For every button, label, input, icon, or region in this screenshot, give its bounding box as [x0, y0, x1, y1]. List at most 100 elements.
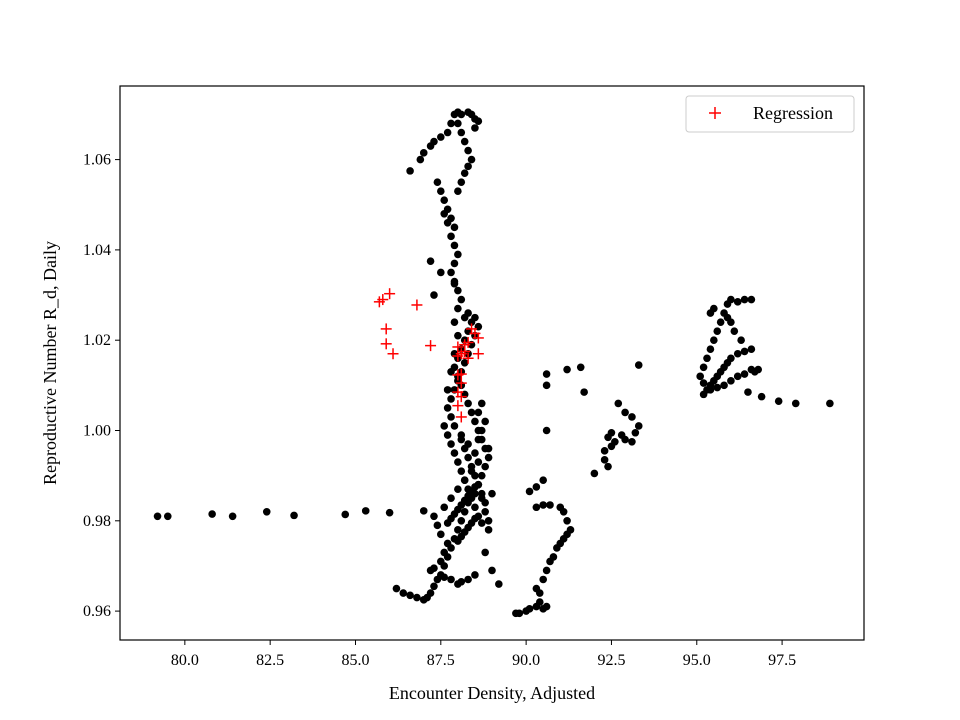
legend: Regression — [685, 95, 855, 133]
data-point — [454, 485, 462, 493]
data-point — [440, 196, 449, 205]
regression-point — [384, 288, 396, 300]
data-point — [460, 476, 469, 484]
data-point — [477, 519, 486, 527]
data-point — [443, 519, 452, 527]
data-point — [720, 381, 728, 390]
data-point — [447, 232, 455, 241]
data-point — [471, 449, 479, 457]
data-point — [457, 178, 466, 186]
data-point — [447, 494, 455, 503]
x-tick-label: 82.5 — [256, 652, 284, 669]
regression-point — [472, 348, 484, 360]
data-point — [464, 399, 472, 408]
data-point — [454, 537, 462, 545]
data-point — [580, 388, 588, 396]
data-point — [430, 582, 438, 591]
data-point — [454, 458, 462, 466]
data-point — [454, 250, 462, 259]
data-point — [727, 377, 735, 385]
data-point — [542, 602, 551, 611]
data-point — [416, 155, 425, 164]
regression-point — [380, 338, 392, 350]
data-point — [440, 209, 449, 218]
data-point — [703, 354, 711, 363]
data-point — [430, 137, 438, 146]
data-point — [542, 566, 551, 575]
data-point — [600, 447, 609, 455]
data-point — [443, 539, 452, 548]
data-point — [208, 510, 216, 518]
data-point — [737, 336, 745, 344]
y-axis-label: Reproductive Number R_d, Daily — [40, 241, 60, 485]
data-point — [566, 526, 575, 534]
data-point — [713, 327, 722, 335]
data-point — [488, 489, 496, 498]
data-point — [539, 501, 547, 509]
x-tick-label: 85.0 — [341, 652, 369, 669]
data-point — [614, 399, 623, 408]
data-point — [723, 313, 732, 322]
data-point — [437, 530, 445, 539]
data-point — [464, 485, 472, 493]
axes-frame — [119, 85, 865, 641]
data-point — [484, 517, 493, 525]
data-point — [484, 526, 493, 534]
data-point — [457, 467, 466, 475]
data-point — [539, 575, 547, 584]
data-point — [228, 512, 237, 521]
data-point — [460, 169, 469, 177]
data-point — [733, 372, 742, 381]
data-point — [515, 609, 524, 618]
data-point — [460, 358, 469, 367]
data-point — [447, 268, 455, 277]
data-point — [484, 444, 493, 453]
data-point — [740, 370, 749, 378]
legend-marker-plus — [709, 107, 721, 119]
regression-point — [425, 340, 437, 352]
data-point — [474, 408, 483, 417]
data-point — [488, 566, 496, 575]
data-point — [440, 573, 449, 582]
data-point — [464, 575, 472, 584]
data-point — [163, 512, 172, 521]
data-point — [406, 591, 414, 600]
data-point — [747, 295, 756, 304]
data-point — [706, 345, 715, 354]
series-regression — [373, 288, 484, 423]
regression-point — [380, 323, 392, 335]
data-point — [467, 494, 476, 503]
data-point — [430, 512, 438, 521]
data-point — [392, 584, 401, 593]
data-point — [716, 318, 725, 326]
data-point — [433, 521, 442, 530]
data-point — [549, 553, 558, 561]
data-point — [419, 149, 428, 157]
data-point — [747, 365, 756, 374]
data-point — [440, 422, 449, 430]
legend-box — [685, 95, 855, 133]
data-point — [542, 370, 551, 378]
data-point — [464, 108, 472, 116]
x-axis: 80.0 82.5 85.0 87.5 90.0 92.5 95.0 97.5 — [171, 640, 796, 669]
data-point — [399, 589, 408, 597]
data-point — [467, 318, 476, 326]
data-point — [437, 268, 445, 277]
data-point — [474, 435, 483, 444]
y-tick-label: 0.96 — [83, 603, 111, 620]
data-point — [450, 223, 459, 232]
legend-label-regression: Regression — [753, 103, 833, 123]
data-point — [454, 119, 462, 128]
data-point — [631, 428, 640, 437]
data-point — [474, 480, 483, 489]
data-point — [542, 426, 551, 435]
data-point — [447, 368, 455, 376]
regression-point — [387, 348, 399, 360]
data-point — [477, 471, 486, 480]
data-point — [430, 564, 438, 573]
data-point — [440, 548, 449, 557]
data-point — [262, 507, 271, 516]
data-point — [740, 347, 749, 356]
data-point — [727, 295, 735, 304]
regression-point — [411, 299, 423, 311]
